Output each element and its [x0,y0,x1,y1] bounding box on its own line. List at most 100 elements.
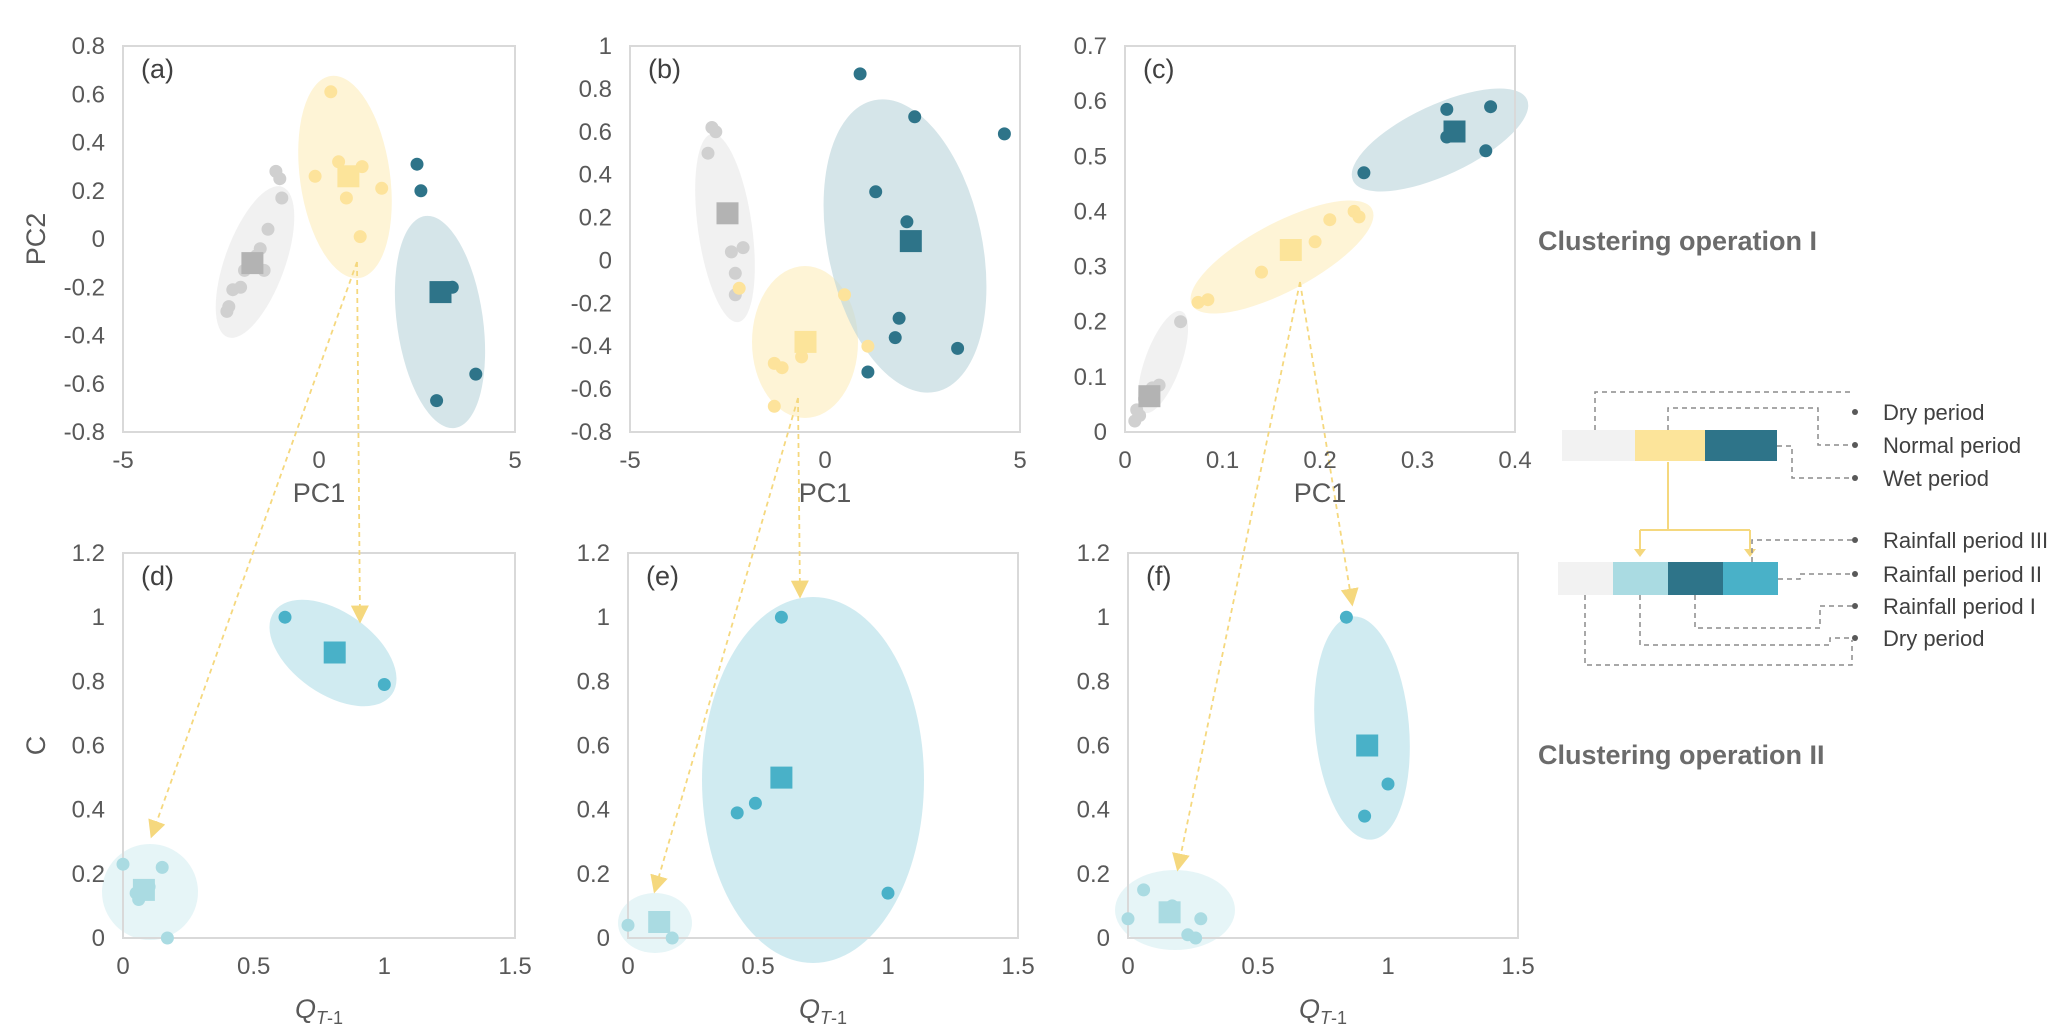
y-tick-label: -0.2 [571,290,612,317]
y-tick-label: 0.2 [72,861,105,888]
legend-label-rain-1: Rainfall period I [1883,594,2036,619]
legend-connector-wet [1777,445,1852,479]
y-tick-label: -0.2 [64,274,105,301]
x-tick-label: 0 [818,447,831,474]
data-point [1201,293,1215,307]
y-tick-label: 0 [597,925,610,952]
y-tick-label: -0.8 [571,419,612,446]
x-tick-label: 0.5 [1241,953,1274,980]
y-tick-label: -0.4 [64,323,105,350]
data-point [410,157,424,171]
y-tick-label: 0.4 [579,162,612,189]
cluster-transition-arrow [1172,281,1301,872]
y-tick-label: 0.6 [579,119,612,146]
legend-connector-dry-2b [1584,595,1853,666]
x-tick-label: 0.5 [237,953,270,980]
data-point [226,283,240,297]
legend-dot [1852,603,1858,609]
data-point [469,367,483,381]
y-tick-label: 0.6 [72,733,105,760]
x-tick-label: 5 [1013,447,1026,474]
panel-label: (c) [1143,54,1174,84]
legend-dot [1852,475,1858,481]
cluster-center-marker [323,641,346,664]
legend-bar-rain-1 [1613,562,1668,595]
x-tick-label: 0.5 [741,953,774,980]
data-point [1191,295,1205,309]
legend-label-dry: Dry period [1883,400,1984,425]
cluster-ellipse [695,133,755,323]
data-point [1137,883,1151,897]
y-tick-label: 1.2 [72,540,105,567]
x-tick-label: 1.5 [1001,953,1034,980]
data-point [730,806,744,820]
y-tick-label: 0.4 [1077,797,1110,824]
legend-bar-wet [1705,430,1777,461]
plot-frame [1127,552,1519,939]
x-tick-label: 0 [312,447,325,474]
data-point [701,146,715,160]
cluster-center-marker [716,202,739,225]
data-point [724,245,738,259]
data-point [1339,610,1353,624]
data-point [861,339,875,353]
cluster-center-marker [1279,239,1302,261]
data-point [853,67,867,81]
x-tick-label: 0 [1118,447,1131,474]
legend-connector-normal [1667,407,1852,446]
data-point [375,181,389,195]
data-point [748,796,762,810]
legend-connector-dry-2a [1639,595,1852,646]
y-axis-label: C [21,736,51,756]
data-point [665,931,679,945]
data-point [621,918,635,932]
data-point [1323,213,1337,227]
x-axis-label: QT-1 [799,994,847,1028]
cluster-ellipse [1351,88,1529,192]
data-point [1255,265,1268,279]
y-tick-label: 0.8 [72,33,105,60]
y-tick-label: 0.2 [1077,861,1110,888]
cluster-center-marker [1138,385,1161,408]
cluster-center-marker [794,330,817,353]
panel-label: (d) [141,561,174,591]
x-tick-label: 0.1 [1206,447,1239,474]
cluster-ellipse [1314,616,1410,840]
legend-dot [1852,571,1858,577]
x-axis-label: QT-1 [1299,994,1347,1028]
cluster-ellipse [1137,310,1189,414]
y-tick-label: 0.7 [1074,33,1107,60]
x-axis-label: PC1 [799,478,852,508]
data-point [869,185,883,199]
data-point [1381,777,1395,791]
cluster-transition-arrow [1299,281,1359,607]
data-point [273,172,287,186]
legend-connector-rain-1 [1694,595,1852,629]
x-axis-label: PC1 [293,478,346,508]
y-tick-label: 0.8 [579,76,612,103]
data-point [220,304,234,318]
x-tick-label: 1 [881,953,894,980]
y-tick-label: 0.6 [72,81,105,108]
y-tick-label: 0.4 [72,130,105,157]
y-tick-label: 0.4 [1074,198,1107,225]
cluster-center-marker [899,230,922,253]
legend-scheme: Dry period Normal period Wet period Rain… [1558,391,2048,666]
data-point [736,241,750,255]
data-point [308,169,322,183]
legend-bar-dry [1562,430,1635,461]
data-point [377,678,391,691]
y-tick-label: 1 [599,33,612,60]
legend-dot [1852,537,1858,543]
cluster-center-marker [770,766,793,789]
legend-label-normal: Normal period [1883,433,2021,458]
y-tick-label: -0.6 [64,371,105,398]
data-point [278,610,292,624]
cluster-center-marker [429,281,452,304]
plot-frames [122,45,1519,939]
x-tick-label: -5 [619,447,640,474]
legend-dot [1852,442,1858,448]
data-point [732,281,746,295]
data-point [160,931,174,945]
